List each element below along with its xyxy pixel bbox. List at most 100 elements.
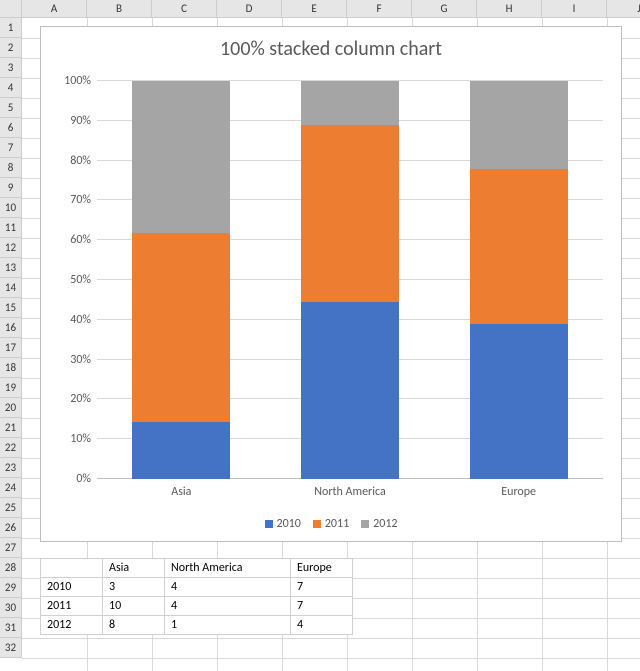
column-header[interactable]: F [347, 0, 412, 18]
column-header[interactable]: G [412, 0, 477, 18]
row-header[interactable]: 16 [0, 318, 22, 338]
legend-label: 2011 [325, 517, 349, 531]
legend-swatch [265, 520, 273, 528]
row-header[interactable]: 2 [0, 38, 22, 58]
column-header[interactable]: D [217, 0, 282, 18]
row-header[interactable]: 25 [0, 498, 22, 518]
row-header[interactable]: 27 [0, 538, 22, 558]
table-row: 2012814 [41, 616, 353, 635]
row-header[interactable]: 24 [0, 478, 22, 498]
y-axis-label: 50% [70, 273, 97, 287]
x-axis-label: North America [314, 479, 385, 499]
bar-group [132, 81, 230, 479]
y-axis-label: 70% [70, 193, 97, 207]
bar-segment [301, 125, 399, 302]
row-header[interactable]: 3 [0, 58, 22, 78]
row-header[interactable]: 11 [0, 218, 22, 238]
table-cell[interactable]: 2012 [41, 616, 103, 635]
table-cell[interactable]: 3 [103, 578, 165, 597]
bar-group [470, 81, 568, 479]
x-axis-label: Europe [501, 479, 536, 499]
row-header[interactable]: 6 [0, 118, 22, 138]
y-axis-label: 60% [70, 233, 97, 247]
chart-plot-area: 0%10%20%30%40%50%60%70%80%90%100%AsiaNor… [97, 81, 603, 479]
column-header[interactable]: I [542, 0, 607, 18]
bar-segment [132, 81, 230, 233]
table-row: 2010347 [41, 578, 353, 597]
column-header[interactable]: H [477, 0, 542, 18]
row-header[interactable]: 26 [0, 518, 22, 538]
legend-label: 2012 [373, 517, 397, 531]
y-axis-label: 20% [70, 392, 97, 406]
table-cell[interactable]: 8 [103, 616, 165, 635]
legend-swatch [361, 520, 369, 528]
row-header[interactable]: 13 [0, 258, 22, 278]
column-header[interactable]: B [87, 0, 152, 18]
table-header-cell[interactable] [41, 559, 103, 578]
row-header[interactable]: 30 [0, 598, 22, 618]
x-axis-label: Asia [171, 479, 191, 499]
y-axis-label: 30% [70, 353, 97, 367]
row-header[interactable]: 23 [0, 458, 22, 478]
legend-item: 2010 [265, 517, 301, 531]
select-all-corner[interactable] [0, 0, 22, 18]
column-header[interactable]: E [282, 0, 347, 18]
row-header[interactable]: 7 [0, 138, 22, 158]
table-cell[interactable]: 1 [165, 616, 291, 635]
chart-title: 100% stacked column chart [41, 27, 621, 61]
table-cell[interactable]: 4 [165, 597, 291, 616]
row-header[interactable]: 10 [0, 198, 22, 218]
y-axis-label: 10% [70, 432, 97, 446]
row-header[interactable]: 8 [0, 158, 22, 178]
table-cell[interactable]: 2010 [41, 578, 103, 597]
bar-segment [301, 81, 399, 125]
legend-item: 2011 [313, 517, 349, 531]
table-header-cell[interactable]: Europe [291, 559, 353, 578]
y-axis-label: 100% [64, 74, 97, 88]
table-cell[interactable]: 10 [103, 597, 165, 616]
y-axis-label: 0% [76, 472, 97, 486]
row-header[interactable]: 20 [0, 398, 22, 418]
y-axis-label: 90% [70, 114, 97, 128]
source-data-table[interactable]: AsiaNorth AmericaEurope20103472011104720… [40, 558, 353, 635]
bar-segment [470, 81, 568, 169]
row-header[interactable]: 5 [0, 98, 22, 118]
bar-segment [301, 302, 399, 479]
bar-segment [470, 324, 568, 479]
table-cell[interactable]: 7 [291, 597, 353, 616]
table-cell[interactable]: 4 [291, 616, 353, 635]
row-header[interactable]: 17 [0, 338, 22, 358]
y-axis-label: 40% [70, 313, 97, 327]
column-header[interactable]: C [152, 0, 217, 18]
y-axis-label: 80% [70, 154, 97, 168]
column-header[interactable]: A [22, 0, 87, 18]
table-cell[interactable]: 4 [165, 578, 291, 597]
chart-legend: 2010 2011 2012 [41, 517, 621, 531]
row-header[interactable]: 28 [0, 558, 22, 578]
table-header-cell[interactable]: North America [165, 559, 291, 578]
row-header[interactable]: 19 [0, 378, 22, 398]
table-cell[interactable]: 2011 [41, 597, 103, 616]
bar-segment [132, 422, 230, 479]
legend-item: 2012 [361, 517, 397, 531]
table-cell[interactable]: 7 [291, 578, 353, 597]
row-header[interactable]: 18 [0, 358, 22, 378]
row-header[interactable]: 22 [0, 438, 22, 458]
table-header-cell[interactable]: Asia [103, 559, 165, 578]
row-header[interactable]: 1 [0, 18, 22, 38]
bar-segment [132, 233, 230, 423]
legend-label: 2010 [277, 517, 301, 531]
legend-swatch [313, 520, 321, 528]
row-header[interactable]: 31 [0, 618, 22, 638]
row-header[interactable]: 4 [0, 78, 22, 98]
row-header[interactable]: 32 [0, 638, 22, 658]
column-header[interactable]: J [607, 0, 640, 18]
row-header[interactable]: 29 [0, 578, 22, 598]
row-header[interactable]: 9 [0, 178, 22, 198]
row-header[interactable]: 15 [0, 298, 22, 318]
stacked-column-chart[interactable]: 100% stacked column chart 0%10%20%30%40%… [40, 26, 622, 542]
row-header[interactable]: 14 [0, 278, 22, 298]
row-header[interactable]: 12 [0, 238, 22, 258]
row-header[interactable]: 21 [0, 418, 22, 438]
table-row: 20111047 [41, 597, 353, 616]
